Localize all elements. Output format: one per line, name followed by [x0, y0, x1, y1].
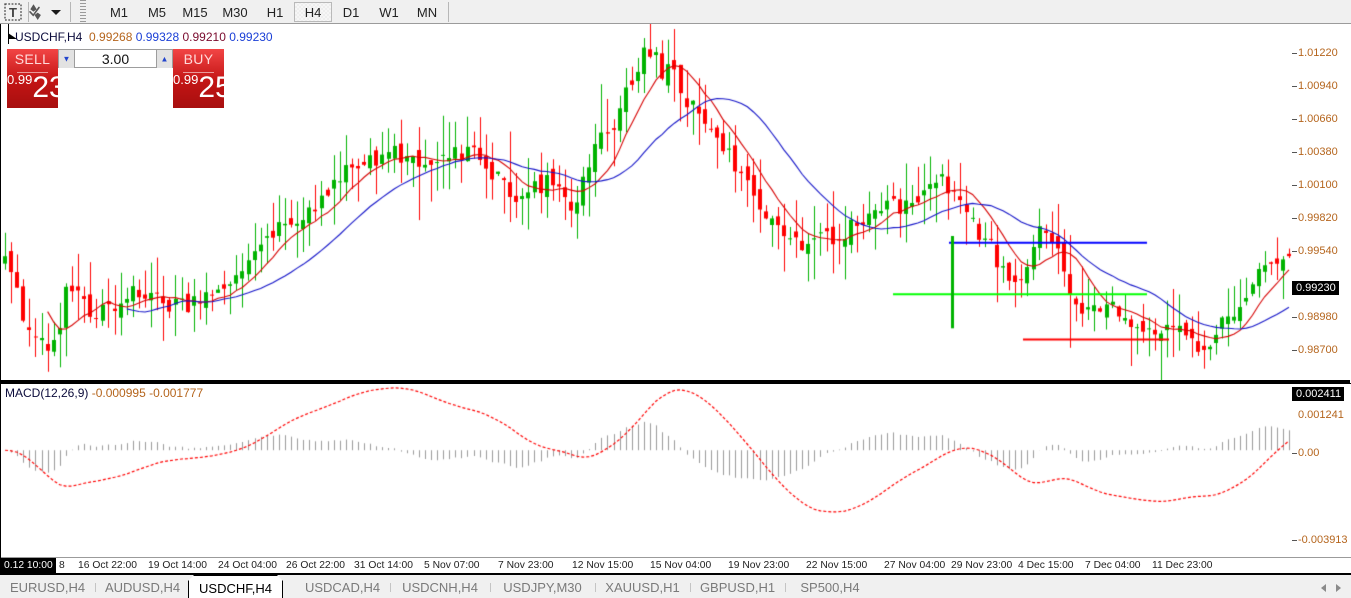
- svg-text:T: T: [9, 5, 17, 20]
